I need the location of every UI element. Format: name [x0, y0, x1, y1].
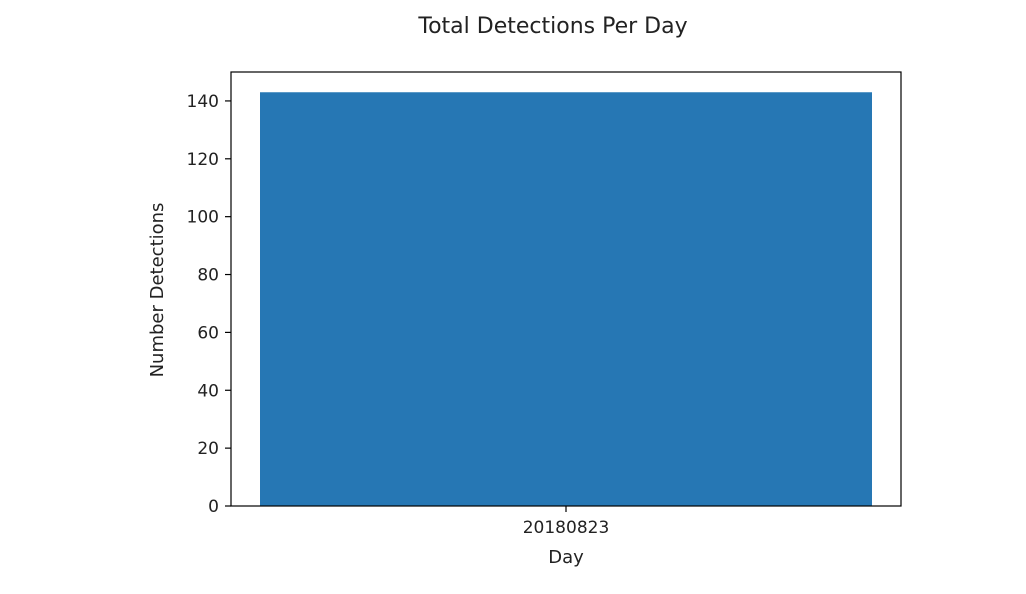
y-tick-label: 140: [187, 92, 219, 112]
y-tick-label: 80: [197, 266, 219, 286]
chart-title: Total Detections Per Day: [417, 14, 687, 39]
y-tick-label: 0: [208, 497, 219, 517]
y-axis: 0 20 40 60 80 100 120 140: [187, 92, 231, 517]
y-tick-label: 100: [187, 208, 219, 228]
plot-frame: [230, 71, 902, 507]
y-tick-label: 120: [187, 150, 219, 170]
y-tick-label: 60: [197, 323, 219, 343]
y-tick-label: 20: [197, 439, 219, 459]
bar-20180823: [260, 92, 872, 507]
y-axis-label: Number Detections: [147, 203, 168, 378]
y-tick-label: 40: [197, 381, 219, 401]
x-axis: 20180823: [523, 506, 610, 538]
x-axis-label: Day: [548, 547, 584, 568]
x-tick-label: 20180823: [523, 518, 610, 538]
bar-layer: [260, 92, 872, 507]
